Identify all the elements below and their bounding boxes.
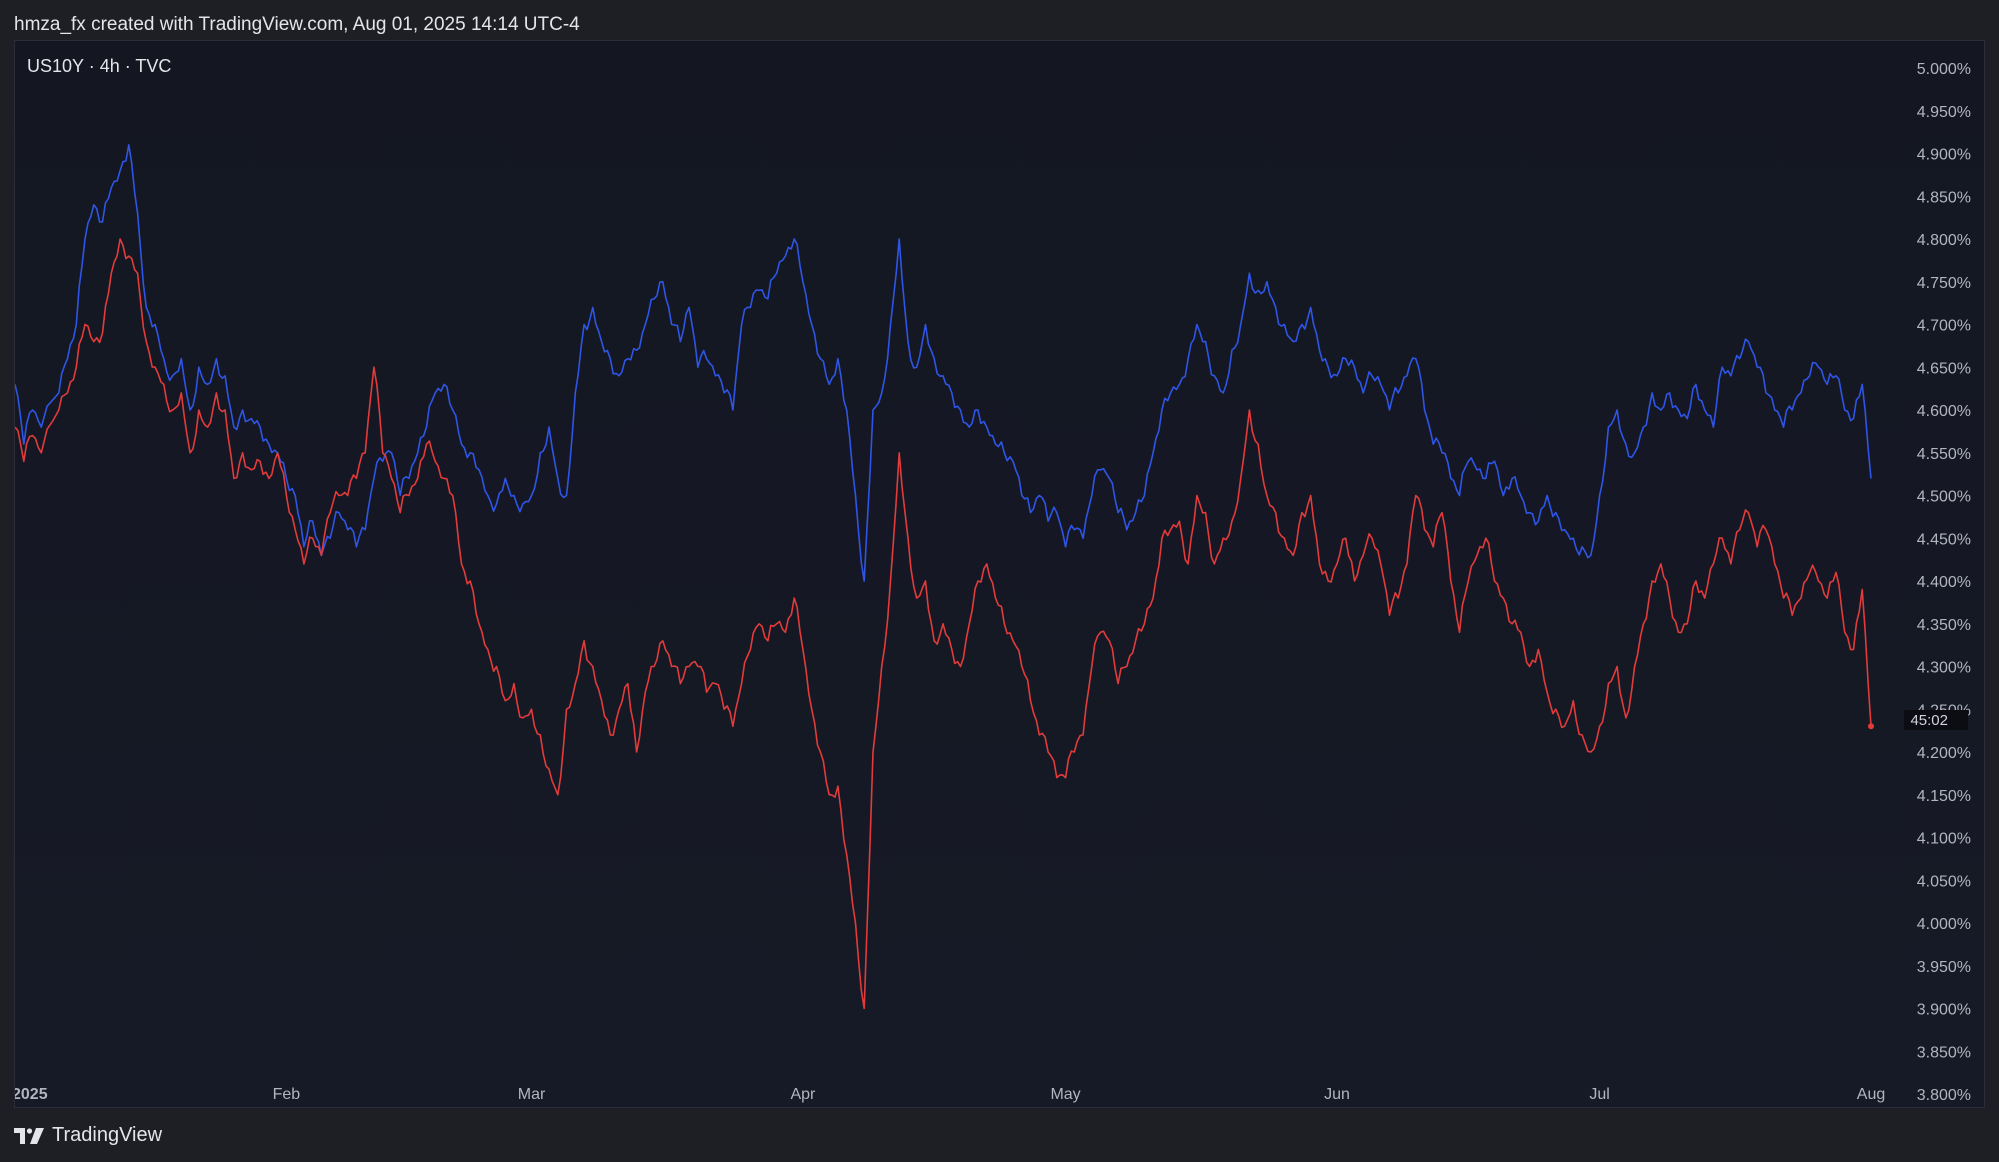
plot-background — [15, 41, 1984, 1107]
y-tick-label: 4.600% — [1917, 403, 1971, 420]
y-tick-label: 4.200% — [1917, 745, 1971, 762]
footer-brand[interactable]: TradingView — [14, 1124, 162, 1147]
y-tick-label: 4.950% — [1917, 104, 1971, 121]
time-axis[interactable]: 2025 Feb Mar Apr May Jun Jul Aug — [15, 1086, 1885, 1103]
y-tick-label: 4.350% — [1917, 617, 1971, 634]
chart-caption: hmza_fx created with TradingView.com, Au… — [14, 14, 580, 35]
tradingview-logo-icon — [14, 1127, 44, 1144]
y-tick-label: 4.550% — [1917, 446, 1971, 463]
y-tick-label: 4.050% — [1917, 873, 1971, 890]
x-tick-label: 2025 — [15, 1086, 48, 1103]
y-tick-label: 4.900% — [1917, 147, 1971, 164]
y-tick-label: 4.850% — [1917, 189, 1971, 206]
y-tick-label: 4.650% — [1917, 360, 1971, 377]
y-tick-label: 3.800% — [1917, 1087, 1971, 1104]
brand-name: TradingView — [52, 1124, 163, 1146]
x-tick-label: Aug — [1857, 1086, 1885, 1103]
x-tick-label: Feb — [273, 1086, 301, 1103]
y-tick-label: 3.950% — [1917, 959, 1971, 976]
symbol-label[interactable]: US10Y · 4h · TVC — [27, 56, 172, 76]
countdown-layer: 45:02 — [1904, 710, 1968, 730]
x-tick-label: Mar — [518, 1086, 546, 1103]
price-axis[interactable]: 5.000% 4.950% 4.900% 4.850% 4.800% 4.750% 4.70… — [1917, 61, 1971, 1104]
y-tick-label: 4.500% — [1917, 489, 1971, 506]
x-tick-label: May — [1050, 1086, 1080, 1103]
y-tick-label: 4.150% — [1917, 788, 1971, 805]
countdown-badge — [1904, 710, 1968, 730]
y-tick-label: 3.900% — [1917, 1002, 1971, 1019]
y-tick-label: 4.100% — [1917, 831, 1971, 848]
y-tick-label: 5.000% — [1917, 61, 1971, 78]
bar-countdown: 45:02 — [1910, 712, 1948, 729]
x-tick-label: Jun — [1324, 1086, 1350, 1103]
series-line-blue[interactable] — [15, 144, 1872, 582]
y-tick-label: 4.800% — [1917, 232, 1971, 249]
last-price-dot — [1868, 723, 1874, 730]
y-tick-label: 4.400% — [1917, 574, 1971, 591]
chart-area[interactable]: 5.000% 4.950% 4.900% 4.850% 4.800% 4.750% 4.70… — [14, 40, 1985, 1108]
series-line-red[interactable] — [15, 238, 1872, 1010]
series-layer — [15, 144, 1874, 1010]
y-tick-label: 3.850% — [1917, 1044, 1971, 1061]
y-tick-label: 4.750% — [1917, 275, 1971, 292]
x-tick-label: Jul — [1589, 1086, 1609, 1103]
y-tick-label: 4.000% — [1917, 916, 1971, 933]
y-tick-label: 4.300% — [1917, 660, 1971, 677]
price-chart[interactable]: 5.000% 4.950% 4.900% 4.850% 4.800% 4.750% 4.70… — [15, 41, 1984, 1107]
y-tick-label: 4.450% — [1917, 531, 1971, 548]
y-tick-label: 4.700% — [1917, 318, 1971, 335]
x-tick-label: Apr — [790, 1086, 816, 1103]
